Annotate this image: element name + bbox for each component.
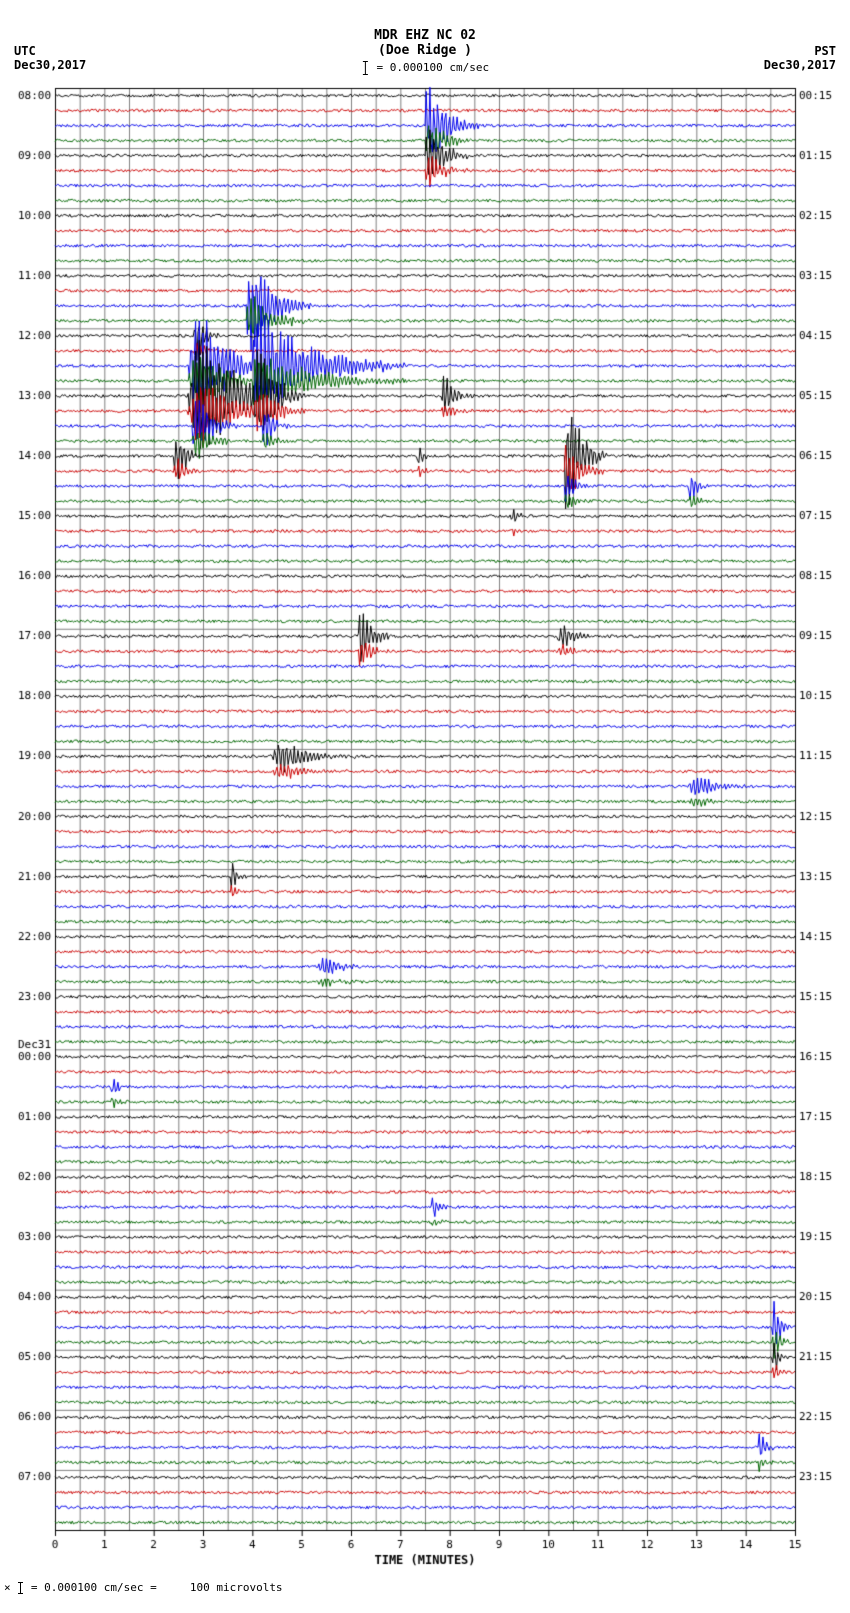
footer-scale: × = 0.000100 cm/sec = 100 microvolts: [0, 1575, 850, 1604]
footer-text-after: 100 microvolts: [190, 1581, 283, 1594]
station-line1: MDR EHZ NC 02: [361, 28, 489, 43]
tz-left: UTC Dec30,2017: [14, 44, 86, 72]
tz-right-date: Dec30,2017: [764, 58, 836, 72]
helicorder-plot: [0, 80, 850, 1575]
footer-bar-icon: [20, 1582, 21, 1594]
header-block: UTC Dec30,2017 MDR EHZ NC 02 (Doe Ridge …: [0, 0, 850, 80]
scale-line: = 0.000100 cm/sec: [361, 60, 489, 75]
footer-mark: ×: [4, 1581, 11, 1594]
scale-text: = 0.000100 cm/sec: [377, 61, 490, 74]
tz-left-label: UTC: [14, 44, 86, 58]
footer-text-before: = 0.000100 cm/sec =: [31, 1581, 157, 1594]
station-line2: (Doe Ridge ): [361, 43, 489, 58]
scale-bar-icon: [365, 61, 366, 75]
title-block: MDR EHZ NC 02 (Doe Ridge ) = 0.000100 cm…: [361, 28, 489, 75]
helicorder-canvas: [0, 80, 850, 1575]
tz-right-label: PST: [764, 44, 836, 58]
tz-left-date: Dec30,2017: [14, 58, 86, 72]
tz-right: PST Dec30,2017: [764, 44, 836, 72]
